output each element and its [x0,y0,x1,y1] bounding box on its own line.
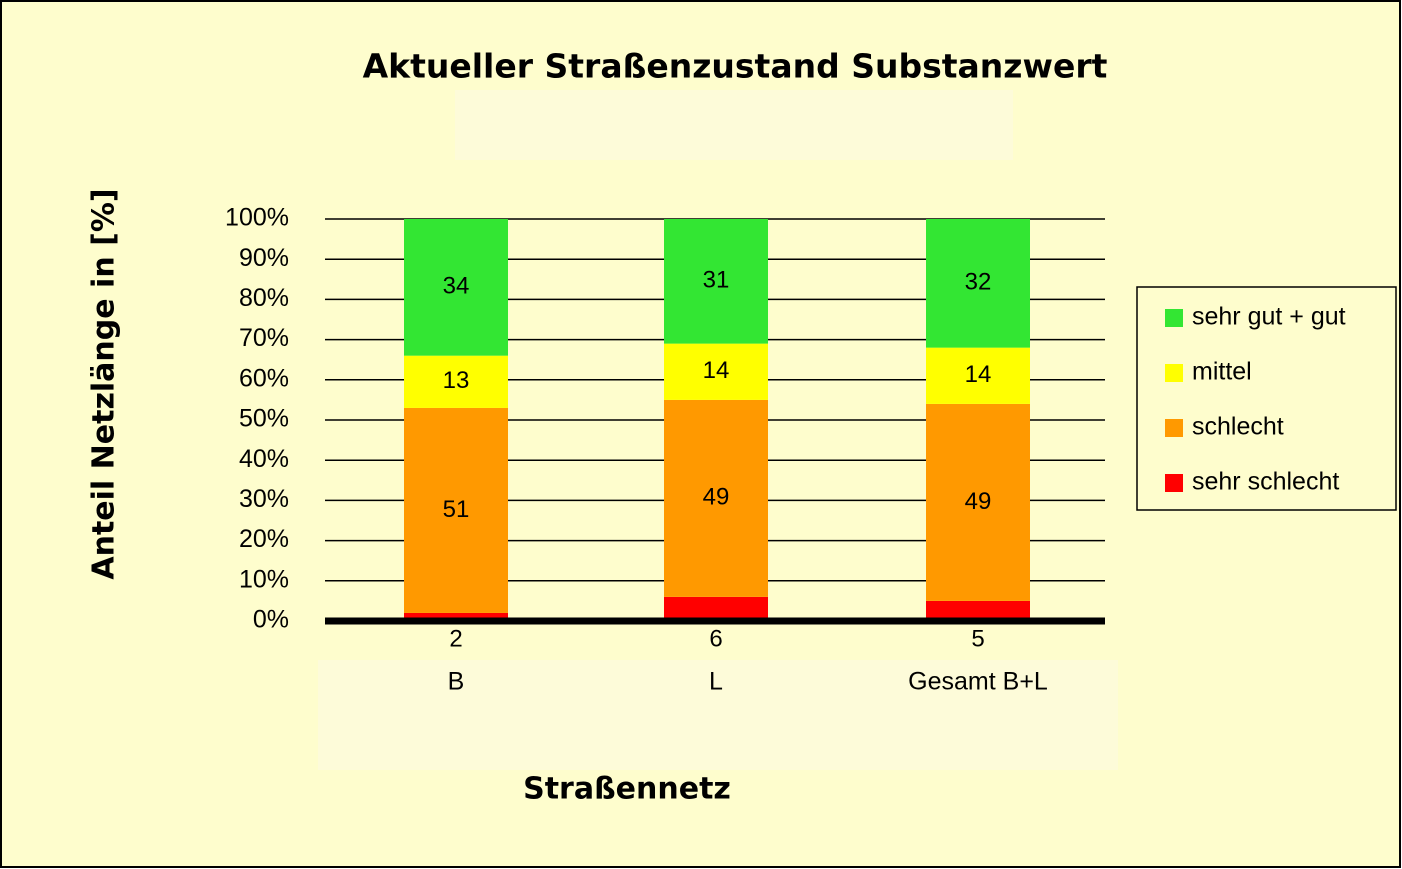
data-label: 32 [965,269,992,296]
y-tick-label: 30% [239,485,289,513]
data-label: 6 [709,625,722,652]
bar-segment [404,612,508,621]
data-label: 2 [449,625,462,652]
y-tick-label: 10% [239,565,289,593]
y-tick-label: 50% [239,405,289,433]
bar-segment [664,399,768,597]
data-label: 31 [703,267,730,294]
legend-swatch [1165,309,1183,327]
bar-segment [404,407,508,613]
legend-swatch [1165,364,1183,382]
bar-segment [664,596,768,621]
bar-segment [926,219,1030,348]
data-label: 49 [703,484,730,511]
legend-swatch [1165,474,1183,492]
y-tick-label: 70% [239,324,289,352]
y-axis-title: Anteil Netzlänge in [%] [87,188,122,579]
legend [1136,286,1397,511]
y-tick-label: 90% [239,244,289,272]
x-tick-label: L [709,668,723,696]
y-tick-label: 0% [253,606,289,634]
data-label: 49 [965,488,992,515]
x-axis-title: Straßennetz [523,772,731,807]
bar-segment [404,355,508,408]
legend-label: mittel [1192,358,1252,386]
bar-segment [404,219,508,356]
bar-segment [664,343,768,400]
legend-label: sehr schlecht [1192,468,1339,496]
y-tick-label: 100% [225,204,289,232]
y-tick-label: 40% [239,445,289,473]
legend-label: sehr gut + gut [1192,303,1346,331]
chart-title: Aktueller Straßenzustand Substanzwert [363,47,1108,86]
x-tick-label: B [448,668,465,696]
y-tick-label: 60% [239,364,289,392]
title-area [455,90,1013,160]
legend-label: schlecht [1192,413,1284,441]
data-label: 51 [443,496,470,523]
bar-segment [926,403,1030,601]
data-label: 34 [443,273,470,300]
data-label: 13 [443,367,470,394]
data-label: 14 [965,361,992,388]
y-tick-label: 80% [239,284,289,312]
data-label: 14 [703,357,730,384]
legend-swatch [1165,419,1183,437]
bar-segment [664,219,768,344]
y-tick-label: 20% [239,525,289,553]
bar-segment [926,347,1030,404]
data-label: 5 [971,625,984,652]
bar-segment [926,600,1030,621]
x-tick-label: Gesamt B+L [908,668,1048,696]
x-label-area [318,660,1118,770]
